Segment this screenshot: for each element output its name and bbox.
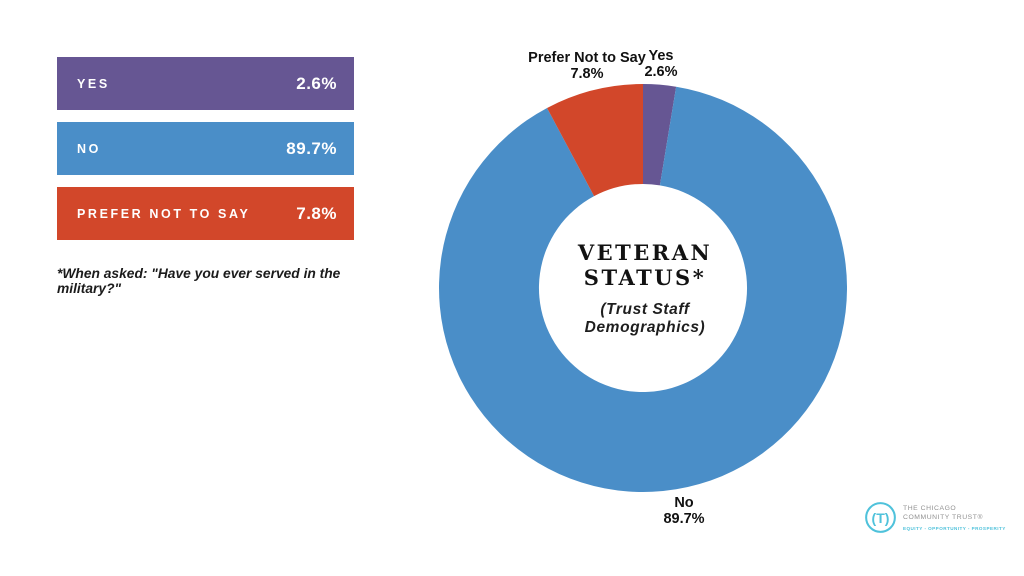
donut-chart xyxy=(439,84,848,492)
legend-bar-value: 2.6% xyxy=(296,73,337,93)
logo-text: THE CHICAGO COMMUNITY TRUST® EQUITY - OP… xyxy=(903,501,1006,531)
donut-slice-no xyxy=(439,86,848,492)
callout-label: No xyxy=(674,495,694,511)
donut-center-text: VETERAN STATUS* (Trust Staff Demographic… xyxy=(495,240,795,336)
callout-value: 7.8% xyxy=(570,65,604,82)
chart-title: VETERAN STATUS* xyxy=(495,240,795,290)
callout-yes: Yes 2.6% xyxy=(601,48,721,80)
callout-value: 2.6% xyxy=(644,63,678,80)
callout-label: Yes xyxy=(648,48,674,64)
chart-title-line1: VETERAN xyxy=(577,240,713,265)
legend-bar-prefer-not-to-say: PREFER NOT TO SAY 7.8% xyxy=(57,187,354,240)
logo-tagline: EQUITY - OPPORTUNITY - PROSPERITY xyxy=(903,525,1006,531)
donut-slice-prefer-not-to-say xyxy=(547,84,643,197)
footnote-text: *When asked: "Have you ever served in th… xyxy=(57,266,341,296)
chart-subtitle: (Trust Staff Demographics) xyxy=(495,301,795,336)
legend-bar-value: 89.7% xyxy=(286,138,337,158)
donut-chart-svg xyxy=(439,84,848,492)
legend-bar-label: YES xyxy=(77,76,110,91)
legend: YES 2.6% NO 89.7% PREFER NOT TO SAY 7.8% xyxy=(57,57,354,252)
legend-bar-label: PREFER NOT TO SAY xyxy=(77,206,251,221)
donut-slice-yes xyxy=(643,84,677,186)
chart-subtitle-line2: Demographics) xyxy=(584,318,706,336)
logo-line1: THE CHICAGO xyxy=(903,505,957,512)
callout-prefer-not-to-say: Prefer Not to Say 7.8% xyxy=(477,50,697,82)
chart-subtitle-line1: (Trust Staff xyxy=(600,301,690,318)
trust-logo-icon: (T) xyxy=(865,502,896,533)
logo-line2: COMMUNITY TRUST® xyxy=(903,513,984,521)
logo-mark-glyph: (T) xyxy=(872,510,890,526)
legend-bar-label: NO xyxy=(77,141,101,156)
callout-value: 89.7% xyxy=(663,510,705,527)
legend-bar-value: 7.8% xyxy=(296,203,337,223)
legend-bar-yes: YES 2.6% xyxy=(57,57,354,110)
chart-title-line2: STATUS* xyxy=(583,265,707,290)
callout-no: No 89.7% xyxy=(574,495,794,527)
legend-bar-no: NO 89.7% xyxy=(57,122,354,175)
logo: (T) THE CHICAGO COMMUNITY TRUST® EQUITY … xyxy=(864,501,1006,534)
callout-label: Prefer Not to Say xyxy=(528,50,646,66)
